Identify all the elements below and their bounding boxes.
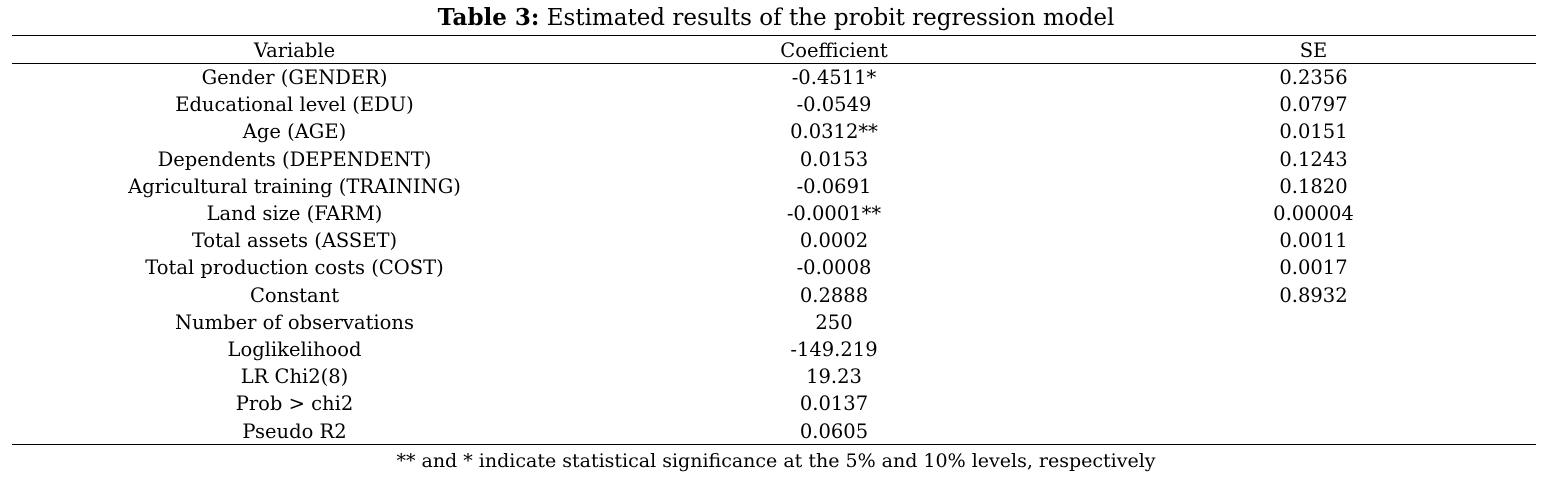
- variable-cell: Total production costs (COST): [145, 256, 444, 280]
- se-cell: [1091, 363, 1536, 390]
- table-row: Gender (GENDER) -0.4511* 0.2356: [12, 64, 1536, 91]
- se-cell: [1091, 309, 1536, 336]
- coefficient-cell: -149.219: [790, 337, 878, 361]
- coefficient-cell: 0.2888: [799, 283, 869, 307]
- coefficient-cell: 0.0002: [799, 229, 869, 253]
- table-row: Loglikelihood -149.219: [12, 336, 1536, 363]
- variable-cell: Gender (GENDER): [201, 66, 388, 90]
- variable-cell: Number of observations: [175, 310, 414, 334]
- coefficient-cell: -0.0001**: [786, 202, 882, 226]
- table-row: Number of observations 250: [12, 309, 1536, 336]
- coefficient-cell: 0.0137: [799, 392, 869, 416]
- variable-cell: Prob > chi2: [235, 392, 354, 416]
- table-row: Constant 0.2888 0.8932: [12, 282, 1536, 309]
- coefficient-cell: -0.0008: [796, 256, 872, 280]
- se-cell: [1091, 390, 1536, 417]
- coefficient-cell: 0.0153: [799, 147, 869, 171]
- table-row: Pseudo R2 0.0605: [12, 417, 1536, 444]
- table-caption: Table 3: Estimated results of the probit…: [0, 3, 1552, 33]
- variable-cell: Total assets (ASSET): [191, 229, 398, 253]
- table-row: Age (AGE) 0.0312** 0.0151: [12, 118, 1536, 145]
- se-cell: 0.0151: [1279, 120, 1348, 144]
- se-cell: [1091, 336, 1536, 363]
- variable-cell: Land size (FARM): [206, 202, 383, 226]
- variable-cell: Age (AGE): [242, 120, 347, 144]
- column-header-variable: Variable: [253, 38, 336, 62]
- probit-results-table: Variable Coefficient SE Gender (GENDER) -…: [12, 36, 1536, 445]
- table-row: Land size (FARM) -0.0001** 0.00004: [12, 200, 1536, 227]
- column-header-coefficient: Coefficient: [780, 38, 888, 62]
- table-row: Total assets (ASSET) 0.0002 0.0011: [12, 227, 1536, 254]
- variable-cell: Dependents (DEPENDENT): [157, 147, 432, 171]
- table-row: LR Chi2(8) 19.23: [12, 363, 1536, 390]
- variable-cell: Loglikelihood: [227, 337, 362, 361]
- coefficient-cell: -0.0691: [796, 174, 872, 198]
- se-cell: 0.0797: [1279, 93, 1348, 117]
- table-caption-label: Table 3:: [437, 4, 540, 31]
- table-row: Educational level (EDU) -0.0549 0.0797: [12, 91, 1536, 118]
- table-top-rule: [12, 35, 1536, 36]
- table-row: Total production costs (COST) -0.0008 0.00…: [12, 254, 1536, 281]
- variable-cell: LR Chi2(8): [240, 365, 349, 389]
- column-header-se: SE: [1299, 38, 1328, 62]
- table-caption-text: Estimated results of the probit regressi…: [546, 5, 1115, 31]
- table-row: Agricultural training (TRAINING) -0.0691 0…: [12, 173, 1536, 200]
- coefficient-cell: -0.0549: [796, 93, 872, 117]
- se-cell: 0.8932: [1279, 283, 1348, 307]
- table-header-rule: [12, 63, 1536, 64]
- se-cell: 0.0011: [1279, 229, 1348, 253]
- se-cell: 0.2356: [1279, 66, 1348, 90]
- table-row: Prob > chi2 0.0137: [12, 390, 1536, 417]
- se-cell: 0.1820: [1279, 174, 1348, 198]
- table-row: Dependents (DEPENDENT) 0.0153 0.1243: [12, 146, 1536, 173]
- se-cell: 0.0017: [1279, 256, 1348, 280]
- coefficient-cell: 0.0605: [799, 419, 869, 443]
- se-cell: 0.1243: [1279, 147, 1348, 171]
- significance-note: ** and * indicate statistical significan…: [396, 450, 1156, 472]
- coefficient-cell: -0.4511*: [791, 66, 877, 90]
- variable-cell: Educational level (EDU): [175, 93, 414, 117]
- variable-cell: Constant: [249, 283, 340, 307]
- table-body: Gender (GENDER) -0.4511* 0.2356 Educational…: [12, 64, 1536, 445]
- table-bottom-rule: [12, 444, 1536, 445]
- coefficient-cell: 250: [815, 310, 853, 334]
- variable-cell: Agricultural training (TRAINING): [128, 174, 461, 198]
- coefficient-cell: 19.23: [806, 365, 862, 389]
- table-header-row: Variable Coefficient SE: [12, 36, 1536, 64]
- se-cell: 0.00004: [1273, 202, 1354, 226]
- variable-cell: Pseudo R2: [242, 419, 347, 443]
- se-cell: [1091, 417, 1536, 444]
- coefficient-cell: 0.0312**: [790, 120, 878, 144]
